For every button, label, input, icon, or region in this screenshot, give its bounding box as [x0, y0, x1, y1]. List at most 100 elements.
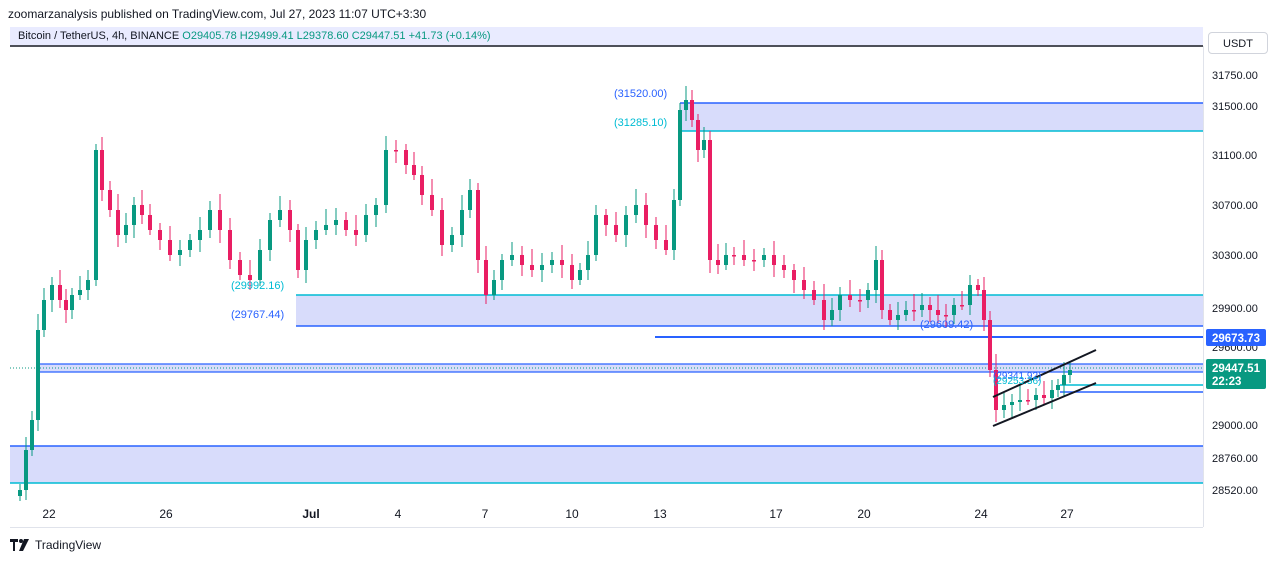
candle-body[interactable]	[802, 280, 806, 290]
candle-body[interactable]	[124, 225, 128, 235]
zone-demand-bottom[interactable]	[10, 446, 1203, 483]
candle-body[interactable]	[696, 120, 700, 150]
candle-body[interactable]	[624, 215, 628, 235]
candle-body[interactable]	[344, 220, 348, 230]
candle-body[interactable]	[58, 285, 62, 300]
candle-body[interactable]	[278, 210, 282, 220]
candle-body[interactable]	[18, 490, 22, 496]
candle-body[interactable]	[982, 290, 986, 320]
candle-body[interactable]	[952, 305, 956, 315]
candle-body[interactable]	[896, 315, 900, 320]
candle-body[interactable]	[116, 210, 120, 235]
candle-body[interactable]	[198, 230, 202, 240]
candle-body[interactable]	[752, 260, 756, 262]
candle-body[interactable]	[654, 225, 658, 240]
candle-body[interactable]	[334, 220, 338, 225]
candle-body[interactable]	[742, 255, 746, 260]
candle-body[interactable]	[460, 210, 464, 235]
candle-body[interactable]	[830, 310, 834, 320]
candle-body[interactable]	[86, 280, 90, 290]
candle-body[interactable]	[912, 310, 916, 312]
candle-body[interactable]	[936, 310, 940, 315]
candle-body[interactable]	[132, 205, 136, 225]
candle-body[interactable]	[64, 300, 68, 310]
candle-body[interactable]	[50, 285, 54, 300]
candle-body[interactable]	[792, 270, 796, 280]
candle-body[interactable]	[988, 320, 992, 370]
candle-body[interactable]	[248, 275, 252, 280]
candle-body[interactable]	[288, 210, 292, 230]
candle-body[interactable]	[100, 150, 104, 190]
candle-body[interactable]	[530, 265, 534, 270]
candle-body[interactable]	[268, 220, 272, 250]
candle-body[interactable]	[384, 150, 388, 205]
candle-body[interactable]	[1062, 375, 1066, 385]
currency-button[interactable]: USDT	[1208, 32, 1268, 54]
candle-body[interactable]	[208, 210, 212, 230]
candle-body[interactable]	[838, 295, 842, 310]
candle-body[interactable]	[158, 230, 162, 240]
candle-body[interactable]	[108, 190, 112, 210]
candle-body[interactable]	[772, 255, 776, 265]
candle-body[interactable]	[944, 315, 948, 317]
candle-body[interactable]	[644, 205, 648, 225]
candle-body[interactable]	[364, 215, 368, 235]
candle-body[interactable]	[500, 260, 504, 280]
candle-body[interactable]	[684, 100, 688, 110]
candle-body[interactable]	[1010, 402, 1014, 405]
candle-body[interactable]	[812, 290, 816, 300]
candle-body[interactable]	[594, 215, 598, 255]
candle-body[interactable]	[510, 255, 514, 260]
candle-body[interactable]	[140, 205, 144, 215]
candle-body[interactable]	[440, 210, 444, 245]
tradingview-logo[interactable]: TradingView	[10, 538, 101, 552]
candles-group[interactable]	[18, 86, 1072, 501]
candle-body[interactable]	[1034, 395, 1038, 400]
candle-body[interactable]	[604, 215, 608, 225]
candle-body[interactable]	[148, 215, 152, 230]
candle-body[interactable]	[1068, 370, 1072, 375]
candle-body[interactable]	[762, 255, 766, 260]
candle-body[interactable]	[430, 195, 434, 210]
candle-body[interactable]	[920, 305, 924, 310]
candle-body[interactable]	[888, 310, 892, 320]
candle-body[interactable]	[702, 140, 706, 150]
candle-body[interactable]	[304, 240, 308, 270]
price-axis[interactable]: 31750.00 31500.00 31100.00 30700.00 3030…	[1212, 70, 1258, 497]
candle-body[interactable]	[708, 140, 712, 260]
candle-body[interactable]	[874, 260, 878, 290]
candle-body[interactable]	[634, 205, 638, 215]
candle-body[interactable]	[354, 230, 358, 235]
candle-body[interactable]	[168, 240, 172, 255]
channel-upper-line[interactable]	[992, 349, 1097, 398]
candle-body[interactable]	[492, 280, 496, 295]
candle-body[interactable]	[178, 250, 182, 255]
candle-body[interactable]	[42, 300, 46, 330]
candle-body[interactable]	[664, 240, 668, 250]
candle-body[interactable]	[716, 260, 720, 265]
candle-body[interactable]	[70, 295, 74, 310]
candle-body[interactable]	[404, 150, 408, 165]
zone-supply-top[interactable]	[680, 103, 1203, 131]
candle-body[interactable]	[994, 370, 998, 410]
candle-body[interactable]	[880, 260, 884, 310]
candle-body[interactable]	[570, 265, 574, 280]
candle-body[interactable]	[1018, 400, 1022, 402]
candle-body[interactable]	[1026, 400, 1030, 402]
candle-body[interactable]	[520, 255, 524, 265]
candle-body[interactable]	[30, 420, 34, 450]
candle-body[interactable]	[324, 225, 328, 230]
candle-body[interactable]	[78, 290, 82, 295]
candle-body[interactable]	[540, 265, 544, 270]
candle-body[interactable]	[678, 110, 682, 200]
candle-body[interactable]	[732, 255, 736, 257]
candle-body[interactable]	[450, 235, 454, 245]
candle-body[interactable]	[188, 240, 192, 250]
zone-mid[interactable]	[296, 295, 1203, 326]
candle-body[interactable]	[484, 260, 488, 295]
candle-body[interactable]	[24, 450, 28, 490]
channel-lower-line[interactable]	[992, 382, 1097, 427]
candle-body[interactable]	[866, 290, 870, 300]
candle-body[interactable]	[296, 230, 300, 270]
